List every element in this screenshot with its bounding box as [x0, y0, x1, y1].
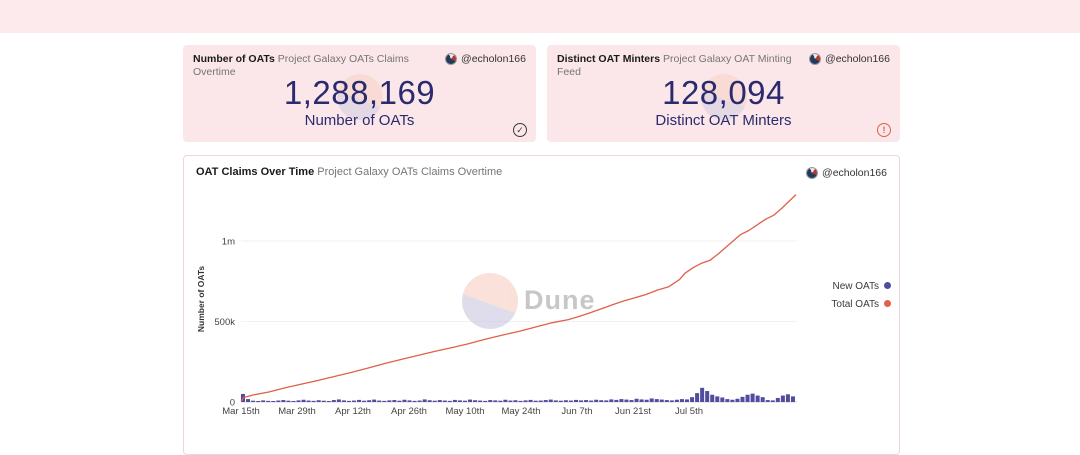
card-title-block: Distinct OAT Minters Project Galaxy OAT …	[557, 53, 809, 79]
stat-cards-row: Number of OATs Project Galaxy OATs Claim…	[183, 45, 900, 142]
chart-query-title[interactable]: OAT Claims Over Time	[196, 166, 315, 178]
check-circle-icon[interactable]: ✓	[513, 123, 527, 137]
chart-title-block: OAT Claims Over Time Project Galaxy OATs…	[196, 166, 806, 179]
author-handle-label: @echolon166	[461, 53, 526, 65]
counter-label: Number of OATs	[304, 112, 415, 129]
counter-label: Distinct OAT Minters	[655, 112, 792, 129]
svg-text:May 10th: May 10th	[445, 406, 484, 417]
author-avatar-icon	[809, 53, 822, 65]
alert-circle-icon[interactable]: !	[877, 123, 891, 137]
svg-text:500k: 500k	[214, 317, 235, 328]
svg-text:Jun 21st: Jun 21st	[615, 406, 651, 417]
chart-plot-area[interactable]: 0 500k 1m Number of OATs Mar 15th Mar 29th Apr…	[184, 189, 899, 419]
card-header: Number of OATs Project Galaxy OATs Claim…	[193, 53, 526, 79]
query-title[interactable]: Number of OATs	[193, 53, 275, 65]
author-handle[interactable]: @echolon166	[806, 166, 887, 179]
author-handle[interactable]: @echolon166	[809, 53, 890, 65]
card-title-block: Number of OATs Project Galaxy OATs Claim…	[193, 53, 445, 79]
svg-text:Apr 12th: Apr 12th	[335, 406, 371, 417]
author-handle[interactable]: @echolon166	[445, 53, 526, 65]
svg-text:Mar 15th: Mar 15th	[222, 406, 260, 417]
author-avatar-icon	[445, 53, 458, 65]
author-avatar-icon	[806, 166, 819, 179]
counter-value: 128,094	[662, 74, 785, 111]
svg-text:Jul 5th: Jul 5th	[675, 406, 703, 417]
counter-block: 128,094 Distinct OAT Minters	[557, 74, 890, 129]
svg-text:Apr 26th: Apr 26th	[391, 406, 427, 417]
chart-card-oat-claims-over-time[interactable]: OAT Claims Over Time Project Galaxy OATs…	[183, 155, 900, 455]
dashboard-subtitle[interactable]: Project Galaxy OAT Minting Feed	[557, 53, 792, 78]
dune-watermark-circle	[700, 73, 747, 120]
top-header-bar	[0, 0, 1080, 33]
svg-text:Mar 29th: Mar 29th	[278, 406, 316, 417]
author-handle-label: @echolon166	[825, 53, 890, 65]
svg-text:Total OATs: Total OATs	[831, 299, 879, 310]
chart-dashboard-subtitle[interactable]: Project Galaxy OATs Claims Overtime	[317, 166, 503, 178]
svg-text:Number of OATs: Number of OATs	[196, 266, 206, 333]
stat-card-number-of-oats[interactable]: Number of OATs Project Galaxy OATs Claim…	[183, 45, 536, 142]
author-handle-label: @echolon166	[822, 166, 887, 179]
dashboard-subtitle[interactable]: Project Galaxy OATs Claims Overtime	[193, 53, 409, 78]
counter-value: 1,288,169	[283, 74, 436, 111]
counter-block: 1,288,169 Number of OATs	[193, 74, 526, 129]
query-title[interactable]: Distinct OAT Minters	[557, 53, 661, 65]
svg-text:0: 0	[230, 398, 235, 409]
stat-card-distinct-oat-minters[interactable]: Distinct OAT Minters Project Galaxy OAT …	[547, 45, 900, 142]
svg-text:New OATs: New OATs	[833, 281, 880, 292]
oat-claims-chart[interactable]: 0 500k 1m Number of OATs Mar 15th Mar 29th Apr…	[184, 189, 899, 419]
svg-text:1m: 1m	[222, 237, 235, 248]
svg-text:Jun 7th: Jun 7th	[561, 406, 592, 417]
svg-text:May 24th: May 24th	[501, 406, 540, 417]
card-header: Distinct OAT Minters Project Galaxy OAT …	[557, 53, 890, 79]
chart-card-header: OAT Claims Over Time Project Galaxy OATs…	[184, 156, 899, 183]
dune-watermark-circle	[336, 73, 383, 120]
